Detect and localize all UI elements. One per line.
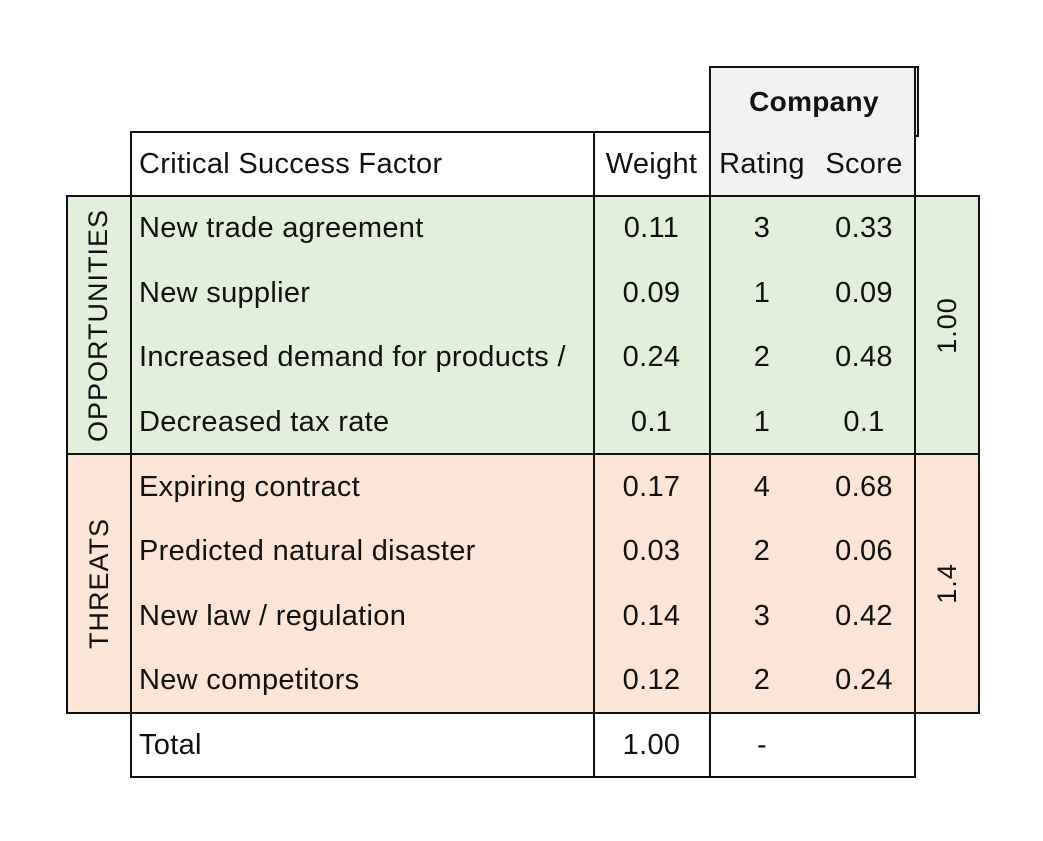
rating-cell: 1 xyxy=(753,405,771,438)
threats-group-label: THREATS xyxy=(83,517,114,650)
score-column-header: Score xyxy=(814,132,914,196)
opportunities-subtotal: 1.00 xyxy=(931,296,962,354)
score-cell: 0.48 xyxy=(835,340,893,373)
score-cell: 0.33 xyxy=(835,211,893,244)
factor-cell: Expiring contract xyxy=(139,470,361,503)
opportunities-band xyxy=(67,196,979,454)
score-cell: 0.24 xyxy=(835,663,893,696)
factor-cell: Increased demand for products / xyxy=(139,340,566,373)
threats-subtotal: 1.4 xyxy=(931,563,962,604)
weight-cell: 0.11 xyxy=(623,211,680,244)
factor-column-header: Critical Success Factor xyxy=(139,147,443,180)
weight-cell: 0.03 xyxy=(622,534,681,567)
threats-band xyxy=(67,454,979,713)
total-weight: 1.00 xyxy=(622,728,681,761)
rating-cell: 4 xyxy=(753,470,771,503)
rating-column-header: Rating xyxy=(710,132,814,196)
opportunities-group-label: OPPORTUNITIES xyxy=(83,208,114,442)
factor-cell: Predicted natural disaster xyxy=(139,534,476,567)
weight-cell: 0.1 xyxy=(630,405,673,438)
factor-cell: New law / regulation xyxy=(139,599,407,632)
score-cell: 0.06 xyxy=(835,534,893,567)
rating-cell: 2 xyxy=(753,663,771,696)
total-label: Total xyxy=(139,728,202,761)
total-score xyxy=(814,713,914,777)
factor-cell: New trade agreement xyxy=(139,211,424,244)
weight-cell: 0.17 xyxy=(622,470,681,503)
weight-column-header: Weight xyxy=(605,147,698,180)
rating-cell: 3 xyxy=(753,599,771,632)
weight-cell: 0.12 xyxy=(622,663,681,696)
weight-cell: 0.24 xyxy=(622,340,681,373)
factor-cell: New competitors xyxy=(139,663,360,696)
rating-cell: 1 xyxy=(753,276,771,309)
rating-cell: 2 xyxy=(753,340,771,373)
factor-cell: Decreased tax rate xyxy=(139,405,390,438)
total-rating: - xyxy=(757,728,767,761)
score-cell: 0.68 xyxy=(835,470,893,503)
weight-cell: 0.14 xyxy=(622,599,681,632)
company-header: Company xyxy=(709,66,919,137)
factor-cell: New supplier xyxy=(139,276,311,309)
score-cell: 0.1 xyxy=(843,405,885,438)
score-cell: 0.09 xyxy=(835,276,893,309)
rating-cell: 2 xyxy=(753,534,771,567)
score-cell: 0.42 xyxy=(835,599,893,632)
weight-cell: 0.09 xyxy=(622,276,681,309)
rating-cell: 3 xyxy=(753,211,771,244)
